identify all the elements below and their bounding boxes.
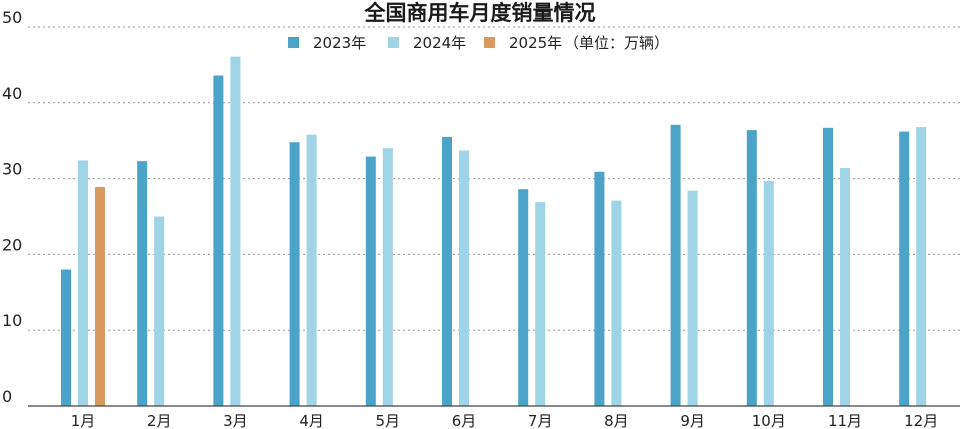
y-tick-label: 20 [2,235,22,254]
legend-swatch-2024 [388,37,399,48]
legend-label-2025: 2025年 [509,34,562,52]
bar-2024年-12月 [916,127,927,406]
bar-2024年-8月 [611,200,622,406]
x-tick-label: 3月 [223,412,248,429]
bar-2024年-1月 [78,160,88,406]
bar-2024年-2月 [154,216,165,406]
bar-2024年-9月 [687,190,698,406]
bar-2023年-6月 [442,136,452,406]
bar-2023年-5月 [365,156,376,406]
bar-2024年-7月 [535,202,546,406]
bars [61,56,927,407]
bar-2024年-4月 [306,134,317,407]
x-tick-label: 2月 [147,412,172,429]
bar-2025年-1月 [95,186,105,406]
bar-2023年-8月 [594,171,605,406]
bar-2023年-10月 [746,130,757,406]
legend-swatch-2025 [484,37,495,48]
x-tick-label: 4月 [299,412,324,429]
bar-2023年-2月 [137,161,148,406]
x-tick-label: 9月 [680,412,705,429]
x-tick-label: 11月 [828,412,862,429]
y-tick-label: 30 [2,160,22,179]
bar-2024年-3月 [230,56,241,406]
x-tick-label: 8月 [604,412,629,429]
y-axis-ticks: 0 10 20 30 40 50 [2,8,22,406]
x-axis-ticks: 1月 2月 3月 4月 5月 6月 7月 8月 9月 10月 11月 12月 [71,412,939,429]
y-tick-label: 10 [2,311,22,330]
bar-2023年-4月 [289,142,300,406]
x-tick-label: 6月 [452,412,477,429]
y-tick-label: 40 [2,84,22,103]
legend-unit-note: （单位：万辆） [564,34,669,52]
x-tick-label: 12月 [904,412,938,429]
x-tick-label: 5月 [376,412,401,429]
bar-2023年-11月 [823,127,833,407]
bar-2023年-7月 [518,189,529,406]
x-tick-label: 1月 [71,412,96,429]
bar-2023年-9月 [670,124,681,407]
gridlines [28,26,960,331]
chart-title: 全国商用车月度销量情况 [364,1,596,25]
x-tick-label: 7月 [528,412,553,429]
legend-label-2024: 2024年 [413,34,466,52]
bar-2024年-10月 [763,180,774,406]
bar-2024年-6月 [459,150,469,406]
legend: 2023年 2024年 2025年 （单位：万辆） [288,34,669,52]
bar-2024年-11月 [840,167,850,406]
legend-label-2023: 2023年 [313,34,366,52]
y-tick-label: 50 [2,8,22,27]
bar-2023年-3月 [213,75,224,407]
y-tick-label: 0 [2,387,12,406]
bar-2023年-1月 [61,269,71,406]
bar-2023年-12月 [899,131,910,406]
bar-2024年-5月 [382,148,393,406]
x-tick-label: 10月 [752,412,786,429]
legend-swatch-2023 [288,37,299,48]
